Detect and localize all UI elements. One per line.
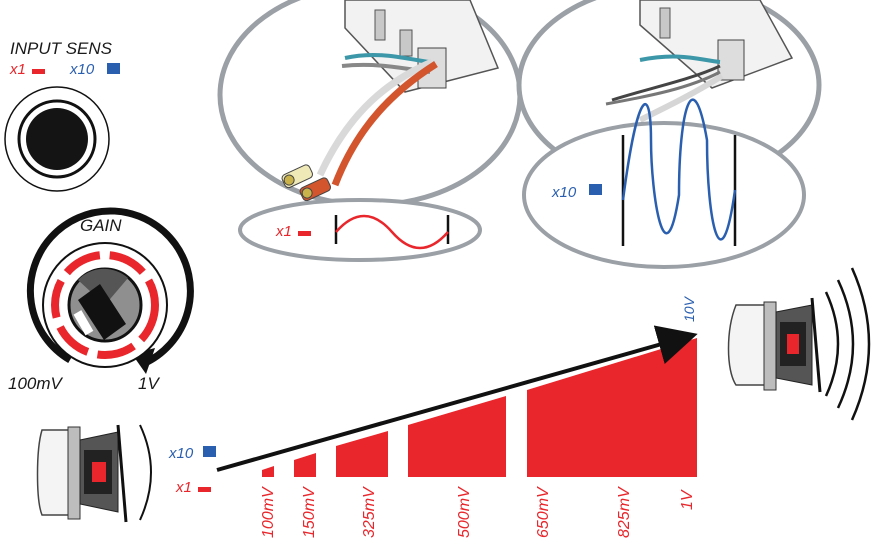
input-sens-knob[interactable] xyxy=(26,108,88,170)
speaker-wire xyxy=(611,64,721,102)
ramp-block-500mv xyxy=(408,396,506,477)
teal-wire xyxy=(344,52,431,64)
x10-waveform-label: x10 xyxy=(551,184,577,201)
input-sens-title: INPUT SENS xyxy=(10,39,113,58)
gain-red-scale xyxy=(51,251,159,359)
speaker-small-icon xyxy=(36,424,152,523)
speaker-connector-block xyxy=(717,39,745,81)
ramp-x1-label: x1 xyxy=(175,479,192,496)
ramp-x10-label: x10 xyxy=(168,445,194,462)
speaker-input-callout: x10 xyxy=(516,0,822,269)
speaker-large-icon xyxy=(727,267,871,421)
x1-waveform-label: x1 xyxy=(275,223,292,240)
x10-switch-icon xyxy=(107,63,120,74)
terminal-slot xyxy=(399,29,413,57)
ramp-tick-label: 1V xyxy=(679,489,696,510)
ramp-tick-label: 100mV xyxy=(260,486,277,538)
terminal-slot xyxy=(659,7,671,39)
ramp-tick-label: 500mV xyxy=(456,486,473,538)
x1-sine-wave xyxy=(335,214,449,250)
rca-input-callout: x1 xyxy=(217,0,523,262)
white-cable xyxy=(638,73,724,123)
gain-title: GAIN xyxy=(80,216,122,235)
amplifier-terminal-block xyxy=(639,0,794,89)
gain-min-label: 100mV xyxy=(8,374,64,393)
x1-switch-icon xyxy=(298,231,311,236)
gain-max-label: 1V xyxy=(138,374,160,393)
ramp-block-1v xyxy=(527,338,697,477)
gain-ramp-arrow xyxy=(216,325,698,472)
ramp-block-150mv xyxy=(294,453,316,477)
ramp-tick-label: 325mV xyxy=(361,486,378,538)
ramp-block-325mv xyxy=(336,431,388,477)
input-sens-x1-label: x1 xyxy=(9,61,26,78)
input-sens-group: INPUT SENS x1 x10 xyxy=(4,39,120,192)
gain-knob-marker xyxy=(73,310,94,336)
white-rca-cable xyxy=(316,58,434,177)
x10-sine-wave xyxy=(621,98,737,241)
red-rca-plug xyxy=(299,177,332,202)
terminal-slot xyxy=(374,9,386,41)
ramp-tick-label: 825mV xyxy=(616,486,633,538)
gain-knob-shade xyxy=(78,268,128,305)
teal-wire xyxy=(639,54,721,64)
ramp-top-label: 10V xyxy=(681,295,697,322)
gain-range-arc xyxy=(26,207,194,368)
ramp-tick-label: 150mV xyxy=(301,486,318,538)
red-rca-cable xyxy=(331,61,438,187)
x10-switch-icon xyxy=(203,446,216,457)
x1-switch-icon xyxy=(198,487,211,492)
x10-switch-icon xyxy=(589,184,602,195)
ramp-tick-label: 650mV xyxy=(535,486,552,538)
speaker-wire xyxy=(605,70,721,106)
x1-switch-icon xyxy=(32,69,45,74)
white-rca-plug xyxy=(281,164,314,189)
input-sens-x10-label: x10 xyxy=(69,61,95,78)
gain-ramp: x10 x1 10V 100mV 150mV 325mV 500mV 650mV… xyxy=(168,295,698,538)
ramp-block-100mv xyxy=(262,466,274,477)
gain-group: GAIN 100mV 1V xyxy=(8,207,194,393)
x1-waveform-bubble xyxy=(238,198,482,262)
gain-knob-pointer xyxy=(78,284,126,340)
